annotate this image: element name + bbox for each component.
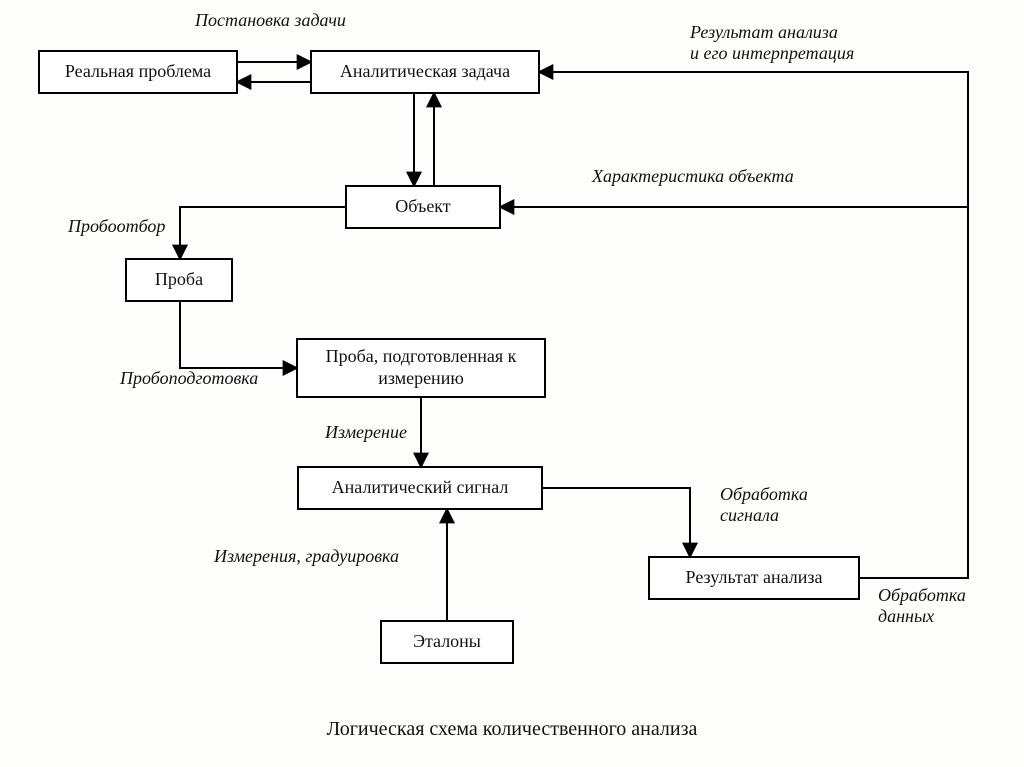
label-meas-calibration: Измерения, градуировка	[214, 546, 399, 567]
node-prepared-sample: Проба, подготовленная к измерению	[296, 338, 546, 398]
diagram-caption: Логическая схема количественного анализа	[0, 718, 1024, 741]
label-task-formulation: Постановка задачи	[195, 10, 346, 31]
node-result: Результат анализа	[648, 556, 860, 600]
node-label: Проба	[155, 269, 203, 291]
node-real-problem: Реальная проблема	[38, 50, 238, 94]
label-object-char: Характеристика объекта	[592, 166, 794, 187]
edge-obj-sample	[180, 207, 345, 258]
node-label: Проба, подготовленная к измерению	[306, 346, 536, 389]
label-sampling: Пробоотбор	[68, 216, 165, 237]
node-label: Аналитическая задача	[340, 61, 510, 83]
node-label: Объект	[395, 196, 450, 218]
label-signal-processing: Обработка сигнала	[720, 484, 808, 526]
diagram-canvas: Реальная проблема Аналитическая задача О…	[0, 0, 1024, 767]
edge-sample-prep	[180, 302, 296, 368]
node-standards: Эталоны	[380, 620, 514, 664]
node-sample: Проба	[125, 258, 233, 302]
label-measurement: Измерение	[325, 422, 407, 443]
label-result-interp: Результат анализа и его интерпретация	[690, 22, 854, 64]
node-label: Результат анализа	[686, 567, 823, 589]
node-label: Реальная проблема	[65, 61, 211, 83]
label-sample-prep: Пробоподготовка	[120, 368, 258, 389]
edge-signal-result	[543, 488, 690, 556]
label-data-processing: Обработка данных	[878, 585, 966, 627]
node-analytical-task: Аналитическая задача	[310, 50, 540, 94]
node-label: Эталоны	[413, 631, 481, 653]
node-label: Аналитический сигнал	[332, 477, 509, 499]
node-signal: Аналитический сигнал	[297, 466, 543, 510]
node-object: Объект	[345, 185, 501, 229]
